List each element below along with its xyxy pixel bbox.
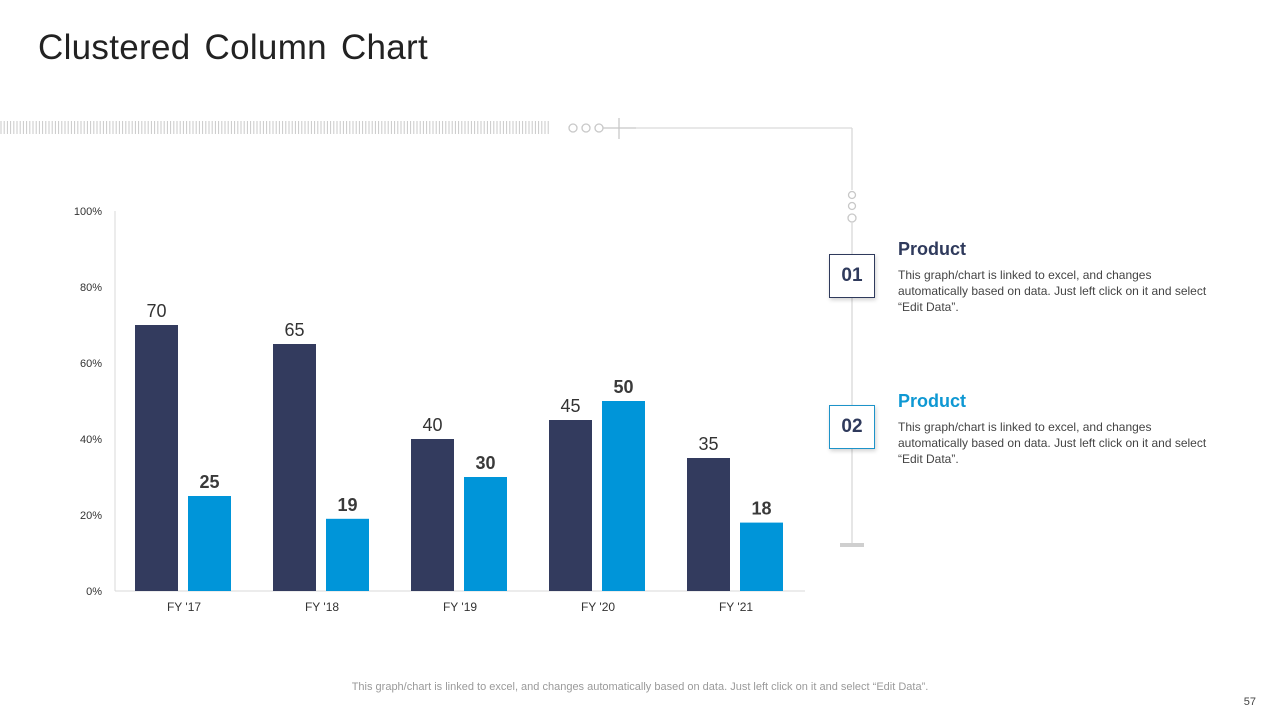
data-label-1-1: 70 [146, 301, 166, 321]
y-tick-label: 100% [74, 206, 102, 218]
y-tick-label: 60% [80, 358, 102, 370]
decorative-circles [568, 118, 857, 545]
page-title: Clustered Column Chart [38, 28, 429, 67]
data-label-1-4: 45 [560, 396, 580, 416]
y-tick-label: 80% [80, 282, 102, 294]
bar-2-5 [740, 522, 783, 591]
footer-note: This graph/chart is linked to excel, and… [351, 681, 929, 693]
legend-description-01: This graph/chart is linked to excel, and… [898, 268, 1207, 314]
bar-2-2 [326, 518, 369, 591]
x-tick-label: FY '18 [305, 600, 339, 614]
y-tick-label: 40% [80, 434, 102, 446]
bar-1-1 [135, 325, 178, 591]
data-label-2-2: 19 [337, 495, 357, 515]
bar-2-1 [188, 496, 231, 591]
bar-2-3 [464, 477, 507, 591]
legend-title-01: Product [898, 239, 967, 259]
x-tick-label: FY '20 [581, 600, 615, 614]
data-label-1-5: 35 [698, 434, 718, 454]
bar-1-3 [411, 439, 454, 591]
data-label-2-3: 30 [475, 453, 495, 473]
page-number: 57 [1243, 696, 1256, 708]
legend-number-01: 01 [829, 254, 875, 298]
bar-2-4 [602, 401, 645, 591]
bar-1-4 [549, 420, 592, 591]
legend-description-02: This graph/chart is linked to excel, and… [898, 420, 1207, 466]
legend-title-02: Product [898, 391, 967, 411]
decorative-tick-strip [0, 121, 549, 134]
data-label-2-4: 50 [613, 377, 633, 397]
x-tick-label: FY '17 [167, 600, 201, 614]
data-label-2-5: 18 [751, 499, 771, 519]
bar-1-5 [687, 458, 730, 591]
legend-number-02: 02 [829, 405, 875, 449]
data-label-1-3: 40 [422, 415, 442, 435]
data-label-1-2: 65 [284, 320, 304, 340]
x-tick-label: FY '19 [443, 600, 477, 614]
y-tick-label: 20% [80, 510, 102, 522]
y-tick-label: 0% [86, 586, 102, 598]
data-label-2-1: 25 [199, 472, 219, 492]
bar-1-2 [273, 344, 316, 591]
x-tick-label: FY '21 [719, 600, 753, 614]
connector-end-cap [840, 543, 864, 547]
